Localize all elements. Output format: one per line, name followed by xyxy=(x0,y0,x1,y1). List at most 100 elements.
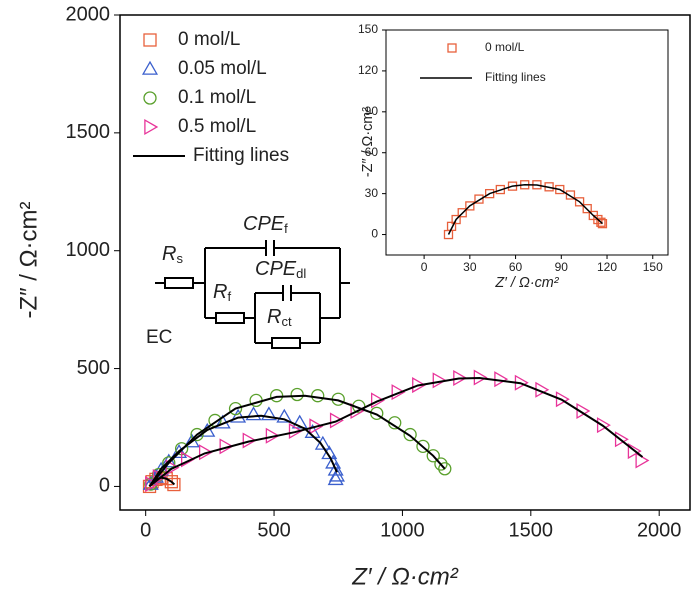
legend: 0 mol/L Fitting lines xyxy=(420,40,546,84)
symbol: R xyxy=(267,306,281,328)
y-tick-label: 90 xyxy=(365,104,379,118)
subscript: s xyxy=(176,251,183,266)
x-tick-label: 0 xyxy=(140,519,151,541)
marker xyxy=(245,406,262,421)
subscript: f xyxy=(227,289,231,304)
marker xyxy=(434,457,448,471)
marker xyxy=(582,203,592,214)
y-tick-label: 30 xyxy=(365,186,379,200)
x-tick-label: 500 xyxy=(257,519,290,541)
x-axis-label: Z′ / Ω·cm² xyxy=(351,563,458,590)
marker xyxy=(451,214,461,225)
marker xyxy=(327,461,344,476)
resistor xyxy=(164,277,194,289)
legend-label: Fitting lines xyxy=(193,145,289,166)
y-tick-label: 1500 xyxy=(66,121,111,143)
circuit-label: Rf xyxy=(213,281,231,304)
plot: 0 30 60 90 120 150 0 30 60 90 120 150 Z′ / Ω·cm² -Z″ … xyxy=(358,22,669,291)
marker xyxy=(485,188,495,199)
legend-label: 0.1 mol/L xyxy=(178,87,256,108)
marker xyxy=(288,423,303,440)
circuit-label: Rct xyxy=(267,306,292,329)
legend: 0 mol/L 0.05 mol/L 0.1 mol/L 0.5 mol/L Fitti… xyxy=(133,29,289,166)
circuit-label: CPEdl xyxy=(255,258,306,281)
marker xyxy=(453,369,468,387)
marker xyxy=(426,449,440,463)
marker xyxy=(162,456,176,470)
marker xyxy=(228,401,243,416)
fit-line xyxy=(148,394,446,488)
legend-label: 0 mol/L xyxy=(485,40,525,54)
marker xyxy=(276,408,293,423)
marker xyxy=(260,406,277,421)
x-tick-label: 1500 xyxy=(509,519,554,541)
resistor xyxy=(215,312,245,324)
x-tick-label: 120 xyxy=(597,260,617,274)
marker xyxy=(596,417,611,434)
x-tick-label: 150 xyxy=(643,260,663,274)
marker xyxy=(329,412,344,429)
y-tick-label: 1000 xyxy=(66,239,111,261)
marker xyxy=(143,33,157,47)
marker xyxy=(190,427,204,442)
marker xyxy=(327,471,344,486)
marker xyxy=(596,217,606,227)
fit-line xyxy=(148,414,338,487)
symbol: CPE xyxy=(255,258,297,280)
plot-frame xyxy=(385,29,669,256)
x-tick-label: 60 xyxy=(509,260,523,274)
circuit-title: EC xyxy=(146,327,172,348)
y-tick-label: 2000 xyxy=(66,3,111,25)
marker xyxy=(198,444,213,461)
marker xyxy=(465,201,475,211)
marker xyxy=(265,427,280,444)
marker xyxy=(447,43,457,53)
y-tick-label: 0 xyxy=(371,227,378,241)
y-tick-label: 150 xyxy=(358,22,378,36)
marker xyxy=(144,118,159,136)
marker xyxy=(145,476,160,493)
legend-label: Fitting lines xyxy=(485,70,546,84)
marker xyxy=(403,427,417,442)
marker xyxy=(438,462,452,476)
marker xyxy=(242,432,257,449)
marker xyxy=(565,190,576,200)
fit-line xyxy=(447,184,603,235)
marker xyxy=(290,387,304,402)
marker xyxy=(412,377,427,394)
x-tick-label: 0 xyxy=(421,260,428,274)
y-tick-label: 500 xyxy=(77,357,110,379)
subscript: ct xyxy=(281,314,292,329)
marker xyxy=(371,392,385,409)
marker xyxy=(370,406,384,421)
marker xyxy=(574,197,585,207)
marker xyxy=(181,451,195,468)
resistor xyxy=(271,337,301,349)
marker xyxy=(219,438,234,455)
subscript: dl xyxy=(296,266,306,281)
circuit: Rs CPE f Rf CPEdl Rct EC xyxy=(146,213,350,349)
fit-line xyxy=(148,376,644,488)
symbol: R xyxy=(162,243,176,265)
marker xyxy=(141,60,159,75)
circuit-label: Rs xyxy=(162,243,183,266)
marker xyxy=(614,431,629,448)
subscript: f xyxy=(284,221,288,236)
x-tick-label: 1000 xyxy=(380,519,425,541)
y-axis-label: -Z″ / Ω·cm² xyxy=(15,201,42,318)
y-tick-label: 60 xyxy=(365,145,379,159)
marker xyxy=(230,408,247,423)
marker xyxy=(432,372,447,389)
marker xyxy=(627,443,642,460)
marker xyxy=(167,477,181,492)
marker xyxy=(474,194,484,204)
y-tick-label: 120 xyxy=(358,63,378,77)
x-tick-label: 90 xyxy=(555,260,569,274)
x-axis-label: Z′ / Ω·cm² xyxy=(494,275,559,291)
legend-label: 0 mol/L xyxy=(178,29,240,50)
marker xyxy=(164,475,179,489)
y-axis-label: -Z″ / Ω·cm² xyxy=(360,107,376,177)
marker xyxy=(555,184,565,195)
marker xyxy=(309,418,324,435)
